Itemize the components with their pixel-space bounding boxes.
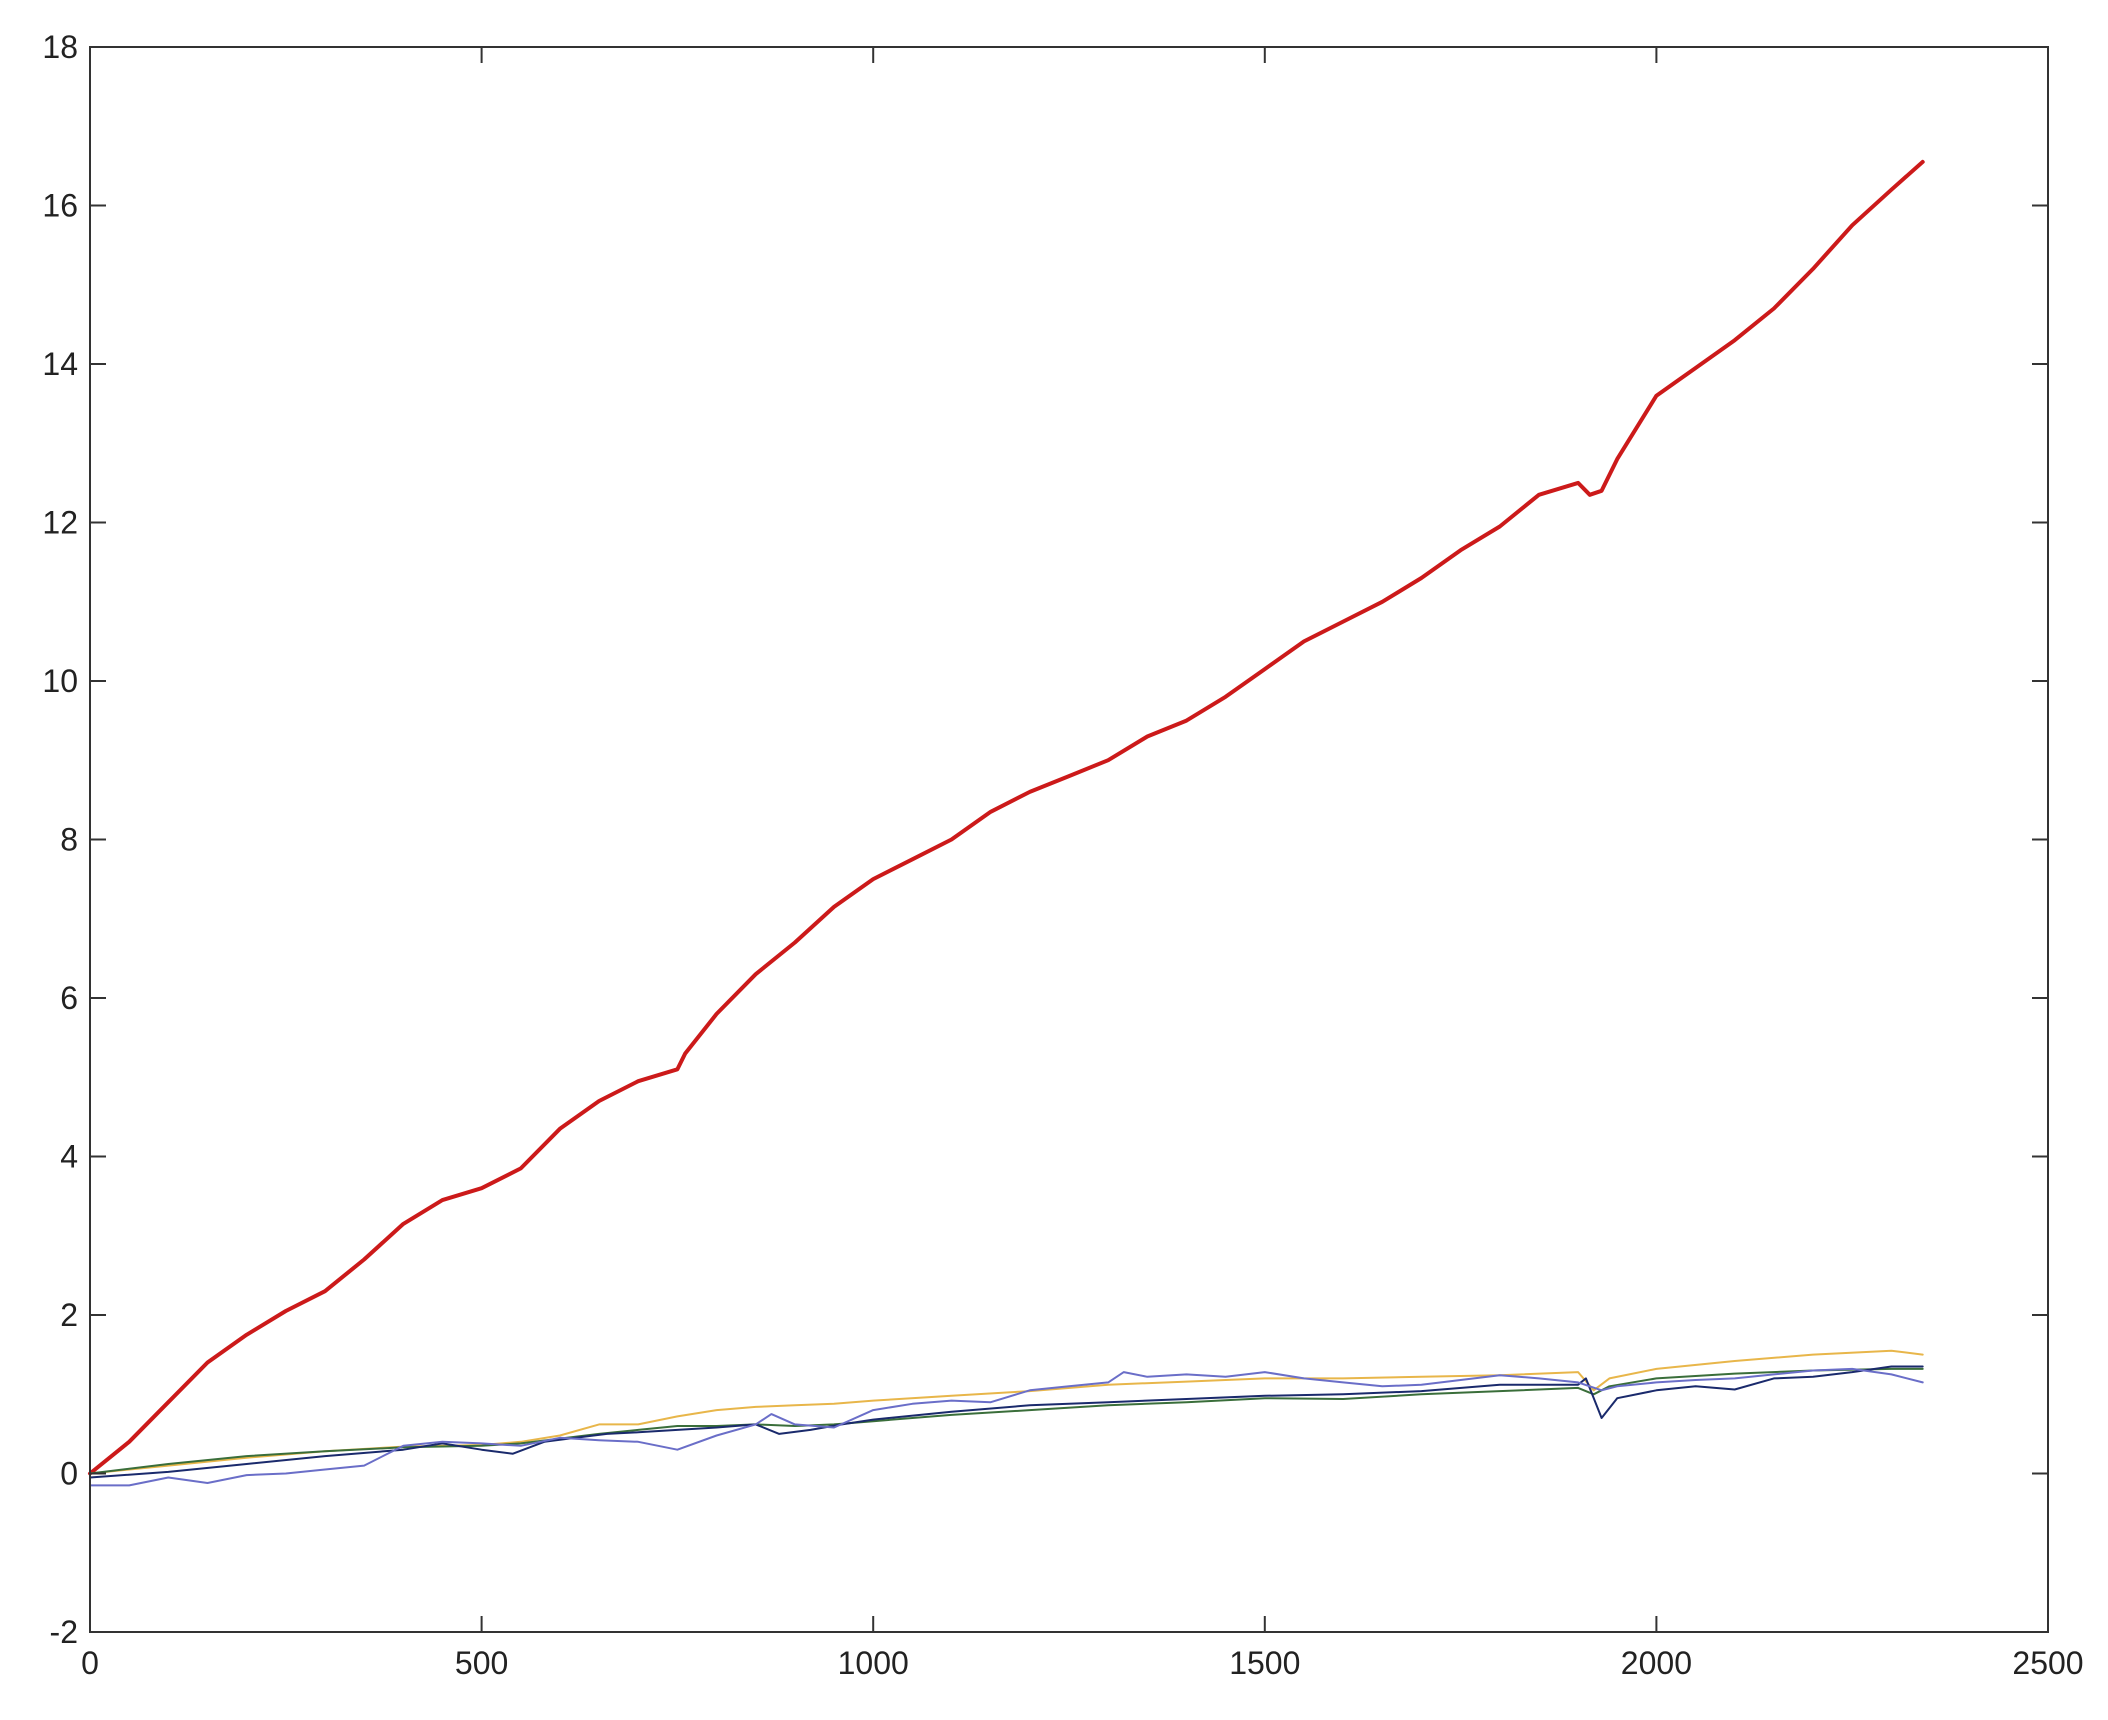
x-tick-label: 1000 [838,1645,909,1681]
y-tick-label: 0 [60,1456,78,1492]
x-tick-label: 500 [455,1645,508,1681]
y-tick-label: 16 [42,188,78,224]
x-tick-label: 2500 [2012,1645,2083,1681]
y-tick-label: 8 [60,822,78,858]
series-layer [88,159,1925,1487]
y-tick-label: 2 [60,1297,78,1333]
y-tick-label: 18 [42,29,78,65]
series-line-3 [89,1367,1924,1475]
y-tick-label: 12 [42,505,78,541]
x-tick-label: 0 [81,1645,99,1681]
series-line-1 [88,159,1925,1476]
y-tick-label: 6 [60,980,78,1016]
x-tick-label: 1500 [1229,1645,1300,1681]
x-tick-label: 2000 [1621,1645,1692,1681]
series-line-5 [89,1367,1924,1487]
y-tick-label: 4 [60,1139,78,1175]
series-line-4 [89,1365,1924,1479]
y-tick-label: -2 [50,1614,78,1650]
y-tick-label: 10 [42,663,78,699]
y-tick-label: 14 [42,346,78,382]
